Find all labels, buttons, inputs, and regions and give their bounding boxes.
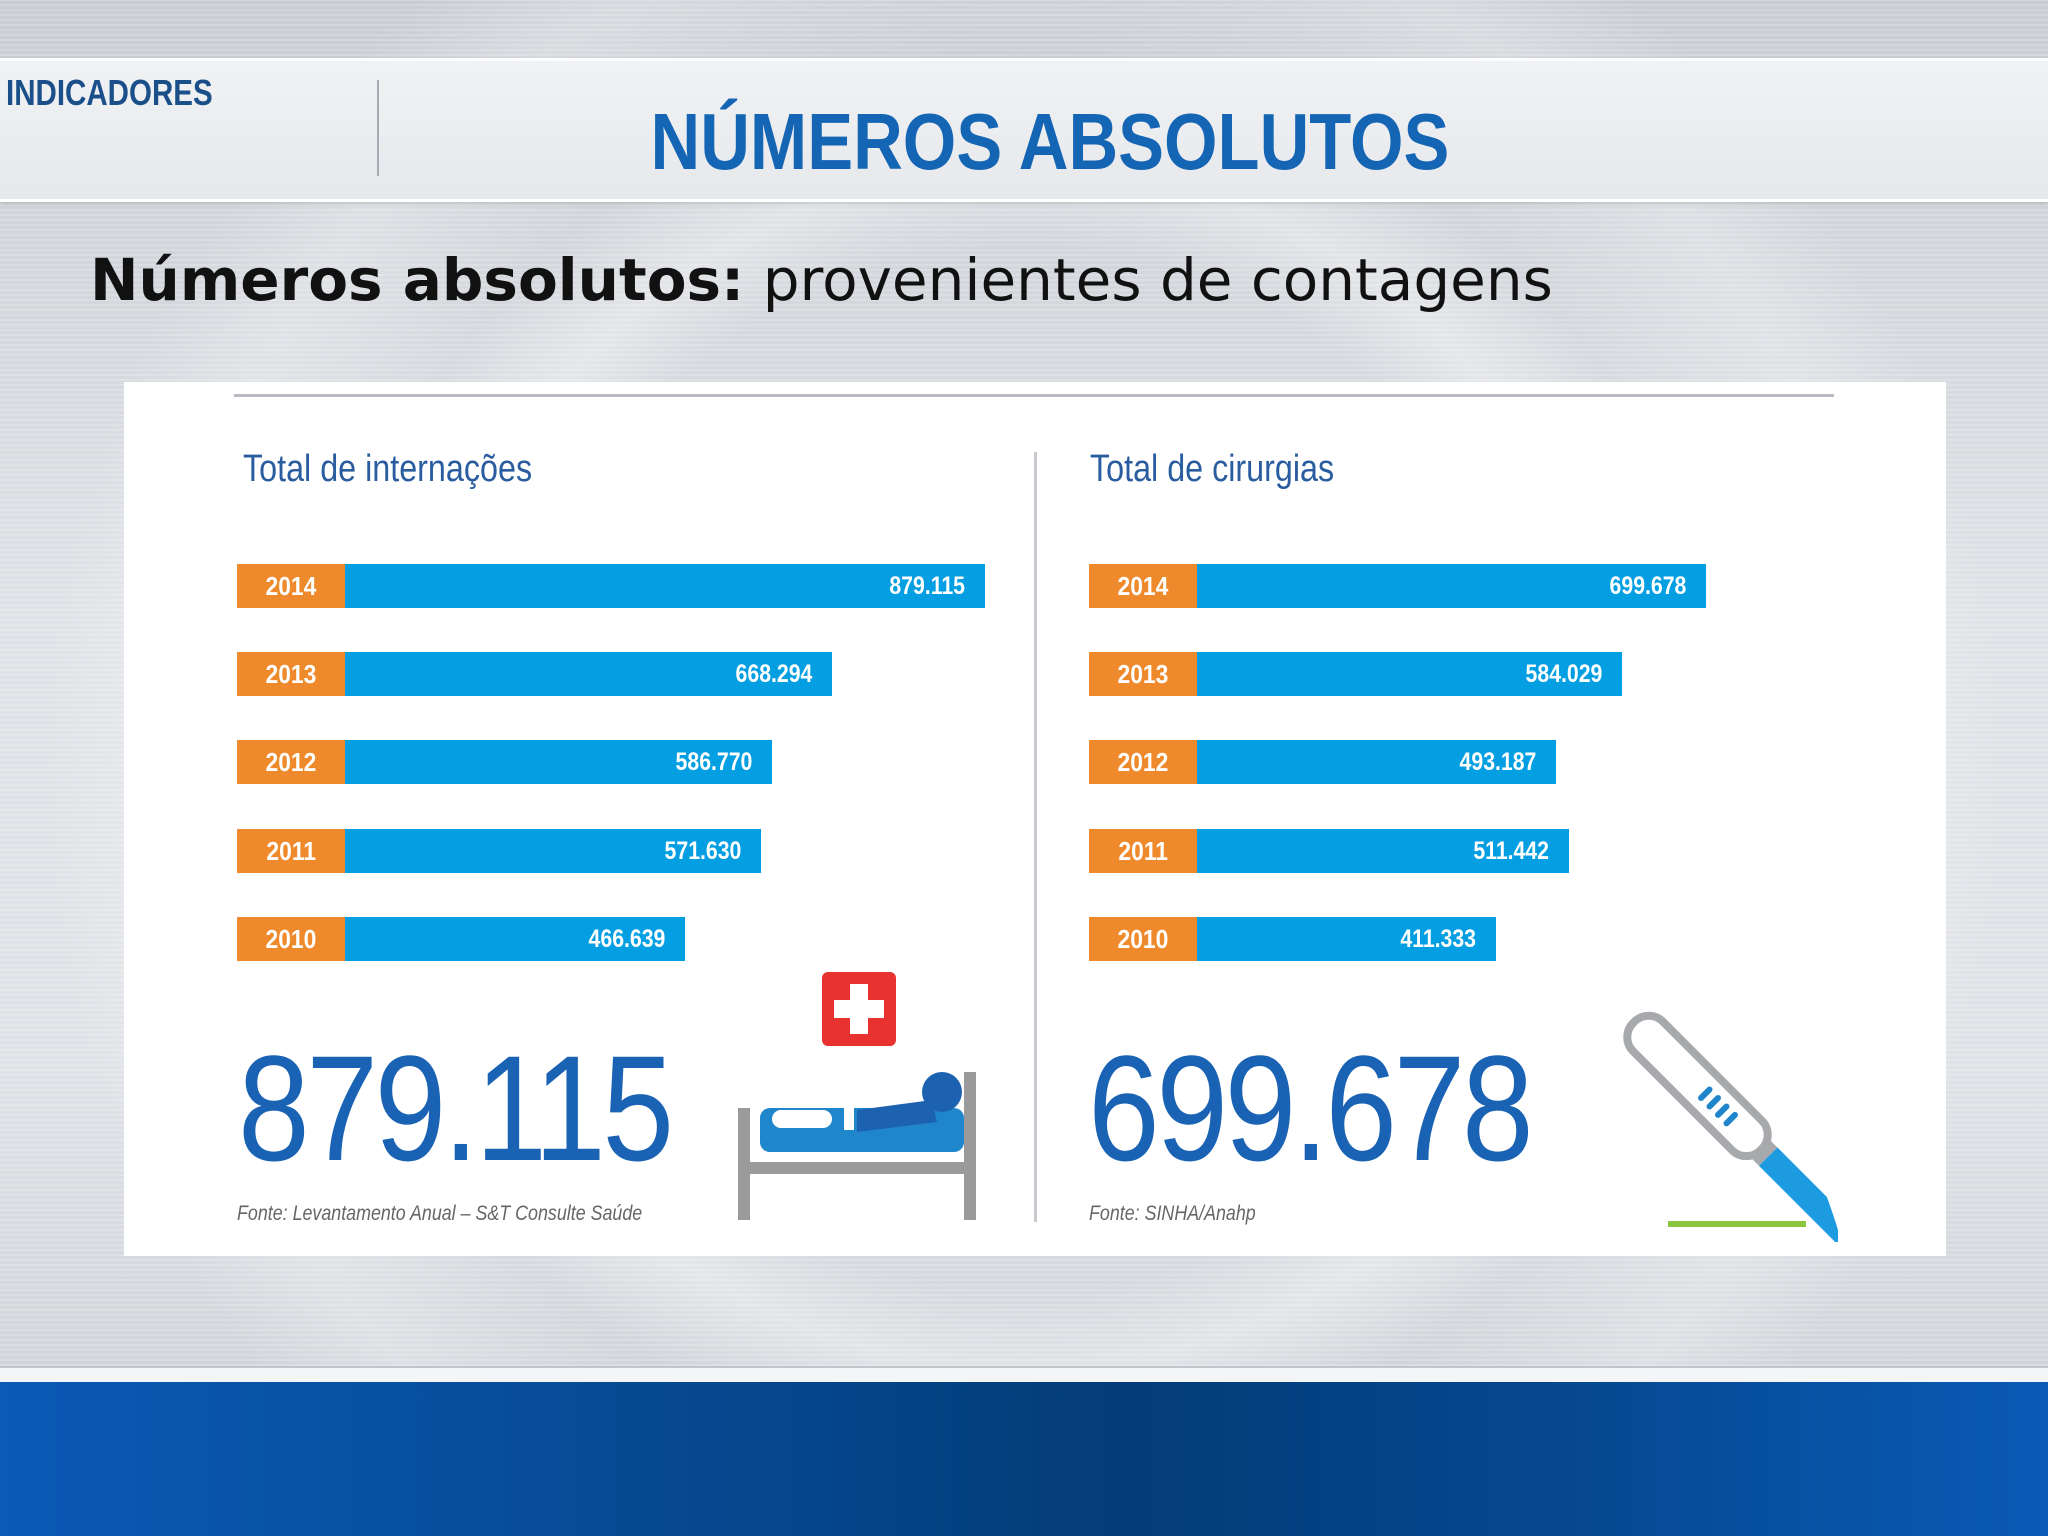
bar-year-label: 2010 xyxy=(1089,917,1197,961)
bar xyxy=(345,829,761,873)
footer-band xyxy=(0,1382,2048,1536)
bar xyxy=(1197,564,1706,608)
bar-value-label: 584.029 xyxy=(1525,660,1602,688)
header-divider xyxy=(377,80,379,176)
panel-divider xyxy=(1034,452,1037,1222)
section-label: INDICADORES xyxy=(6,72,213,113)
bar-row: 2010 411.333 xyxy=(1089,917,1496,961)
bar-year-label: 2014 xyxy=(237,564,345,608)
scalpel-icon xyxy=(1623,1011,1838,1242)
bar-row: 2011 571.630 xyxy=(237,829,761,873)
bar xyxy=(1197,652,1622,696)
bar-value-label: 699.678 xyxy=(1609,572,1686,600)
page-title: NÚMEROS ABSOLUTOS xyxy=(650,97,1450,186)
chart-title-internacoes: Total de internações xyxy=(243,448,533,490)
bar-year-label: 2014 xyxy=(1089,564,1197,608)
bar-row: 2014 879.115 xyxy=(237,564,985,608)
bar-year-label: 2013 xyxy=(1089,652,1197,696)
bar-row: 2012 493.187 xyxy=(1089,740,1556,784)
bar-year-label: 2013 xyxy=(237,652,345,696)
bar xyxy=(345,652,832,696)
bar-row: 2011 511.442 xyxy=(1089,829,1569,873)
bar-year-label: 2012 xyxy=(237,740,345,784)
subtitle: Números absolutos: provenientes de conta… xyxy=(90,246,1553,314)
bar-year-label: 2011 xyxy=(237,829,345,873)
bar-year-label: 2011 xyxy=(1089,829,1197,873)
big-number-cirurgias: 699.678 xyxy=(1088,1024,1534,1192)
bar xyxy=(1197,829,1569,873)
source-internacoes: Fonte: Levantamento Anual – S&T Consulte… xyxy=(237,1202,643,1225)
bar-value-label: 879.115 xyxy=(889,572,965,600)
bar xyxy=(1197,740,1556,784)
bar-row: 2014 699.678 xyxy=(1089,564,1706,608)
subtitle-rest: provenientes de contagens xyxy=(744,246,1553,314)
bar-row: 2013 584.029 xyxy=(1089,652,1622,696)
bar-row: 2013 668.294 xyxy=(237,652,832,696)
bar-value-label: 571.630 xyxy=(664,837,741,865)
header-band xyxy=(0,58,2048,202)
bar-row: 2012 586.770 xyxy=(237,740,772,784)
bar-value-label: 511.442 xyxy=(1473,837,1549,865)
bar xyxy=(345,564,985,608)
chart-title-cirurgias: Total de cirurgias xyxy=(1090,448,1335,490)
bar-value-label: 493.187 xyxy=(1459,748,1536,776)
bar-value-label: 668.294 xyxy=(735,660,812,688)
bar-value-label: 466.639 xyxy=(588,925,665,953)
bar-year-label: 2012 xyxy=(1089,740,1197,784)
bar xyxy=(345,740,772,784)
footer-rule xyxy=(0,1366,2048,1382)
bar-value-label: 586.770 xyxy=(675,748,752,776)
source-cirurgias: Fonte: SINHA/Anahp xyxy=(1089,1202,1256,1225)
bar-year-label: 2010 xyxy=(237,917,345,961)
hospital-bed-icon xyxy=(738,972,976,1220)
bar-row: 2010 466.639 xyxy=(237,917,685,961)
infographic-panel: Total de internações 2014 879.115 2013 668.… xyxy=(124,382,1946,1256)
panel-top-rule xyxy=(234,394,1834,397)
big-number-internacoes: 879.115 xyxy=(238,1024,674,1192)
subtitle-bold: Números absolutos: xyxy=(90,246,745,314)
bar-value-label: 411.333 xyxy=(1400,925,1476,953)
bar xyxy=(1197,917,1496,961)
bar xyxy=(345,917,685,961)
